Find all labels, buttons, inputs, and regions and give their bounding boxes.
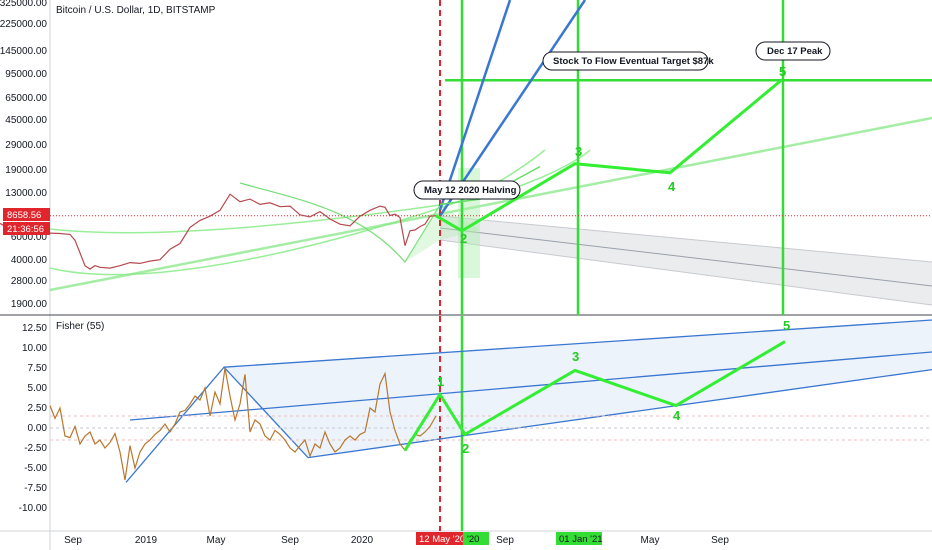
price-wave-label: 4 [668,179,676,194]
price-y-tick: 19000.00 [5,165,47,176]
price-wave-label: 5 [779,64,786,79]
regression-channel [224,215,932,458]
fan-line-shallow [438,0,587,217]
price-y-tick: 13000.00 [5,188,47,199]
price-y-tick: 2800.00 [11,276,48,287]
regression-channel-band [440,216,932,305]
x-tick-label: 2019 [135,535,158,546]
fisher-y-tick: 2.50 [28,403,48,414]
price-y-tick: 6000.00 [11,232,48,243]
jan-21-badge [556,532,602,545]
halving-callout-text: May 12 2020 Halving [424,185,517,196]
fisher-y-tick: 10.00 [22,343,47,354]
fisher-series [49,319,932,483]
x-tick-label: Sep [496,535,514,546]
price-y-tick: 45000.00 [5,115,47,126]
regression-channel-midline [439,227,932,287]
fisher-wave-label: 2 [462,441,469,456]
y-axis-labels: 325000.00 225000.00 145000.00 95000.00 65000… [0,0,47,514]
fisher-wave-label: 3 [572,349,579,364]
time-badge-text: 21:36:56 [7,224,44,235]
halving-callout: May 12 2020 Halving [413,180,521,200]
fisher-channel-upper [223,319,932,368]
s2f-callout: Stock To Flow Eventual Target $87k [542,51,714,71]
price-wave-path [435,78,783,233]
price-badge [3,208,50,221]
x-tick-label: 2020 [351,535,374,546]
price-y-tick: 225000.00 [0,19,47,30]
date-badge-2-text: '20 [467,534,479,545]
fan-line-steep [438,0,512,211]
fisher-zigzag [125,366,309,483]
x-tick-label: Sep [64,535,82,546]
price-wave-label: 3 [575,144,582,159]
time-badge [3,222,50,235]
fisher-y-tick: 5.00 [28,383,48,394]
price-y-tick: 1900.00 [11,299,48,310]
cone-curve [239,182,441,264]
price-badge-text: 8658.56 [7,210,41,221]
halving-date-badge-text: 12 May '20 [419,534,465,545]
fisher-y-tick: -2.50 [24,443,47,454]
price-y-tick: 4000.00 [11,255,48,266]
lower-band-curve [49,149,546,276]
long-term-trendline [49,116,932,292]
fisher-y-tick: 0.00 [28,423,48,434]
fisher-wave-path [403,340,786,452]
price-y-tick: 95000.00 [5,69,47,80]
x-axis-labels: Sep 2019 May Sep 2020 Sep May Sep [64,535,729,546]
peak-callout: Dec 17 Peak [755,41,831,61]
fisher-channel-fill [224,320,932,458]
x-tick-label: Sep [711,535,729,546]
fisher-y-tick: 12.50 [22,323,47,334]
price-y-tick: 325000.00 [0,0,47,9]
regression-channel-bottom [439,239,932,306]
price-wave-label: 2 [460,231,467,246]
x-tick-label: May [641,535,660,546]
fisher-y-tick: -5.00 [24,463,47,474]
elliott-waves: 2 3 4 5 1 2 3 4 5 [403,64,790,456]
peak-callout-text: Dec 17 Peak [767,46,823,57]
jan-21-badge-text: 01 Jan '21 [559,534,603,545]
halving-date-badge [416,532,463,545]
price-y-tick: 145000.00 [0,46,47,57]
x-tick-label: Sep [281,535,299,546]
fisher-y-tick: -10.00 [19,503,48,514]
fisher-y-tick: 7.50 [28,363,48,374]
regression-channel-top [439,215,932,263]
price-chart-title: Bitcoin / U.S. Dollar, 1D, BITSTAMP [56,5,216,16]
date-badge-2 [463,532,489,545]
s2f-callout-text: Stock To Flow Eventual Target $87k [553,56,714,67]
price-y-tick: 29000.00 [5,140,47,151]
fisher-channel-lower [307,368,932,459]
fisher-chart-title: Fisher (55) [56,321,104,332]
fisher-channel-mid [129,351,932,421]
price-line [0,193,437,270]
fisher-wave-label: 5 [783,318,790,333]
price-y-tick: 65000.00 [5,93,47,104]
fisher-y-tick: -7.50 [24,483,47,494]
fisher-wave-label: 1 [437,374,444,389]
fisher-line [49,367,437,481]
fisher-wave-label: 4 [673,408,681,423]
x-tick-label: May [207,535,226,546]
upper-band-curve [49,149,591,234]
